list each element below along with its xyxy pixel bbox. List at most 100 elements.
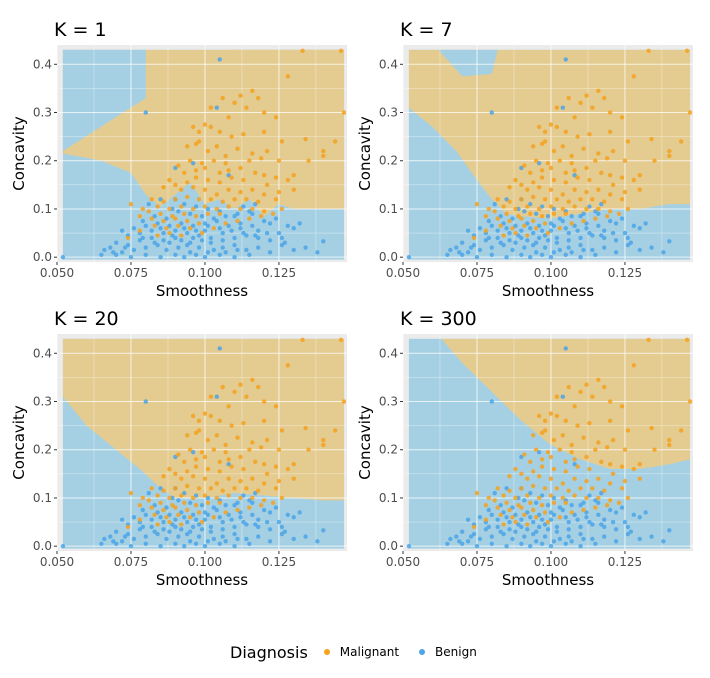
benign-point	[406, 543, 412, 549]
malignant-point	[616, 500, 622, 505]
malignant-point	[137, 517, 143, 522]
malignant-point	[563, 418, 568, 423]
benign-point	[522, 209, 527, 214]
benign-point	[448, 247, 453, 253]
benign-point	[483, 238, 489, 243]
benign-point	[507, 519, 512, 525]
malignant-point	[513, 495, 518, 501]
benign-point	[253, 490, 258, 496]
benign-point	[619, 216, 625, 221]
benign-point	[113, 541, 119, 546]
malignant-point	[590, 197, 595, 202]
malignant-point	[338, 337, 344, 342]
malignant-point	[291, 462, 296, 467]
malignant-point	[241, 177, 246, 183]
benign-point	[211, 216, 217, 221]
benign-point	[285, 223, 291, 229]
malignant-point	[270, 211, 276, 216]
malignant-point	[229, 464, 234, 469]
panel-k20: K = 20 0.050 0.075 0.100 0.125 0.0 0.1 0.2 0.3 0…	[10, 308, 347, 589]
malignant-point	[321, 153, 326, 159]
malignant-point	[261, 173, 267, 178]
benign-point	[613, 238, 619, 243]
benign-point	[602, 245, 607, 250]
malignant-point	[584, 165, 589, 171]
benign-point	[557, 216, 563, 221]
benign-point	[637, 515, 642, 520]
malignant-point	[566, 199, 571, 204]
x-tick-label: 0.100	[188, 266, 222, 280]
y-tick-label: 0.4	[379, 346, 398, 360]
benign-point	[539, 252, 545, 257]
benign-point	[519, 517, 524, 522]
benign-point	[143, 399, 148, 404]
benign-point	[613, 539, 619, 544]
benign-point	[501, 531, 506, 537]
benign-point	[217, 226, 222, 231]
malignant-point	[190, 413, 196, 419]
benign-point	[622, 230, 628, 236]
benign-point	[602, 534, 607, 539]
malignant-point	[560, 192, 565, 197]
malignant-point	[507, 185, 512, 190]
x-tick-label: 0.075	[114, 266, 148, 280]
malignant-point	[232, 389, 237, 395]
malignant-point	[519, 471, 524, 477]
malignant-point	[199, 160, 205, 166]
panel-title: K = 7	[400, 19, 453, 41]
benign-point	[140, 524, 146, 530]
malignant-point	[625, 206, 631, 212]
benign-point	[498, 502, 503, 508]
malignant-point	[187, 515, 193, 520]
benign-point	[267, 238, 273, 243]
malignant-point	[261, 129, 267, 134]
malignant-point	[536, 124, 542, 130]
malignant-point	[261, 399, 267, 404]
malignant-point	[214, 206, 219, 212]
benign-point	[631, 512, 637, 518]
benign-point	[536, 449, 542, 455]
malignant-point	[578, 486, 583, 491]
benign-point	[279, 242, 285, 248]
malignant-point	[596, 151, 601, 156]
benign-point	[119, 228, 125, 233]
y-tick-label: 0.1	[33, 202, 52, 216]
malignant-point	[161, 488, 166, 493]
benign-point	[235, 536, 240, 542]
malignant-point	[276, 189, 282, 195]
malignant-point	[539, 213, 545, 219]
benign-point	[557, 505, 563, 510]
benign-point	[492, 490, 497, 496]
malignant-point	[258, 213, 264, 219]
malignant-point	[610, 437, 616, 443]
malignant-point	[619, 486, 625, 491]
malignant-point	[501, 233, 506, 238]
benign-point	[232, 213, 237, 219]
malignant-point	[173, 216, 178, 221]
benign-point	[158, 515, 163, 520]
malignant-point	[551, 211, 557, 216]
benign-point	[516, 522, 521, 527]
malignant-point	[238, 189, 243, 195]
malignant-point	[238, 206, 243, 212]
malignant-point	[217, 129, 222, 134]
malignant-point	[250, 476, 255, 481]
malignant-point	[572, 204, 577, 209]
legend-key-malignant	[318, 643, 336, 661]
benign-point	[282, 240, 288, 245]
benign-point	[205, 250, 211, 255]
malignant-point	[584, 478, 589, 484]
benign-point	[610, 230, 616, 236]
benign-point	[569, 539, 574, 544]
benign-point	[214, 507, 219, 513]
malignant-point	[199, 230, 205, 236]
benign-point	[578, 543, 583, 549]
benign-point	[468, 245, 474, 250]
malignant-point	[182, 500, 187, 505]
benign-point	[637, 536, 642, 542]
malignant-point	[667, 148, 672, 154]
malignant-point	[223, 510, 228, 515]
benign-point	[613, 510, 619, 515]
malignant-point	[533, 226, 539, 231]
malignant-point	[264, 437, 270, 443]
